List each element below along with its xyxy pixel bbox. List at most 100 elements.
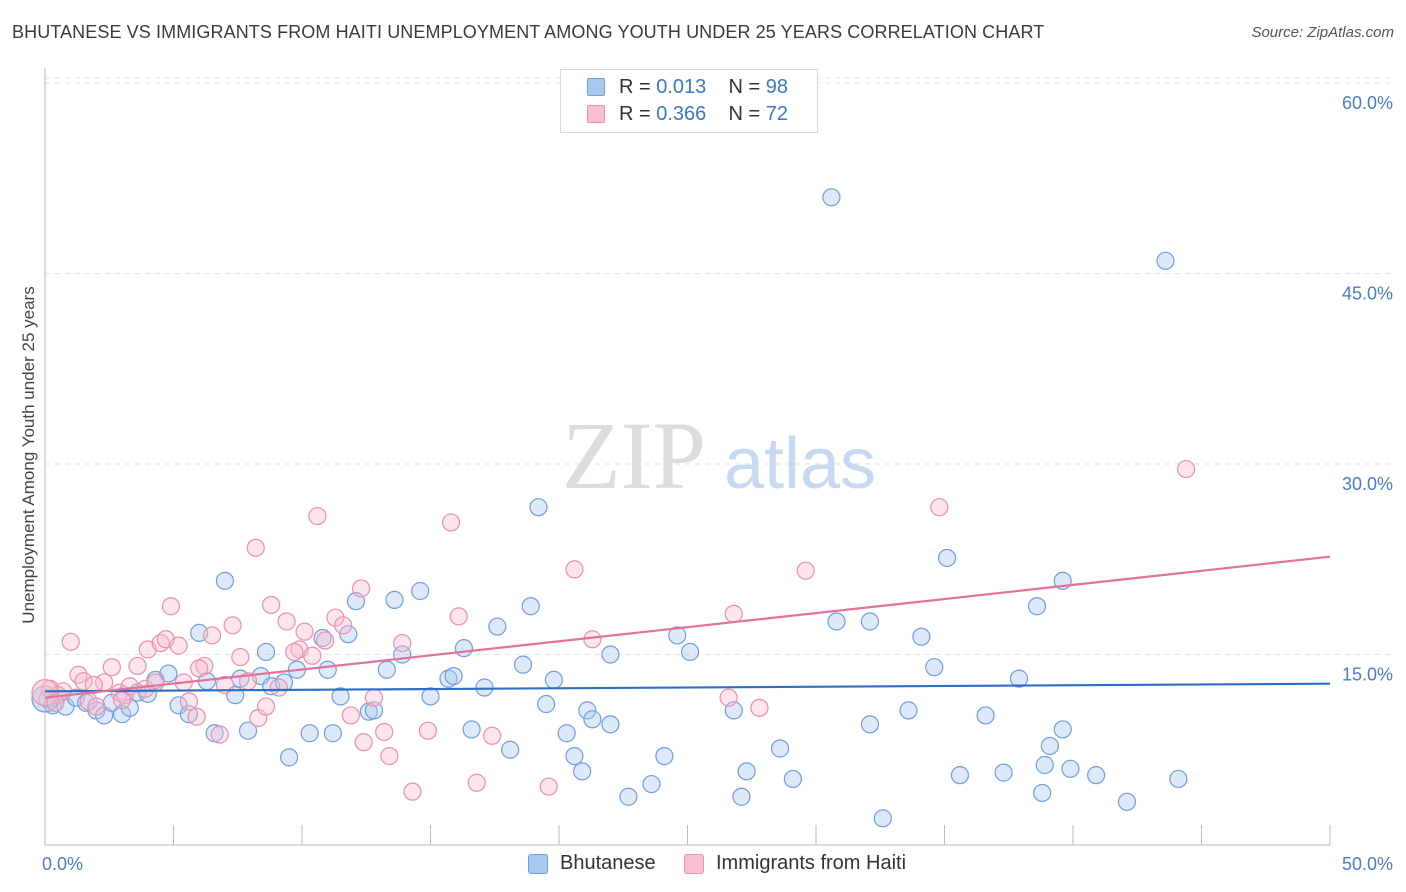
trend-lines xyxy=(44,555,1331,699)
point-bhutanese xyxy=(976,706,995,725)
point-haiti xyxy=(223,616,242,635)
point-haiti xyxy=(46,693,65,712)
point-bhutanese xyxy=(1169,769,1188,789)
point-bhutanese xyxy=(578,701,597,720)
point-bhutanese xyxy=(529,498,548,517)
point-bhutanese xyxy=(280,748,299,767)
legend-row-haiti: R = 0.366 N = 72 xyxy=(587,102,788,126)
point-haiti xyxy=(169,636,188,655)
point-bhutanese xyxy=(873,809,892,828)
point-haiti xyxy=(326,608,345,627)
n-label: N = xyxy=(728,75,761,98)
point-haiti xyxy=(277,612,296,631)
point-bhutanese xyxy=(619,787,638,806)
legend-label-haiti: Immigrants from Haiti xyxy=(716,852,907,874)
point-bhutanese xyxy=(544,670,563,690)
point-haiti xyxy=(187,707,206,726)
point-haiti xyxy=(161,597,181,616)
watermark-atlas: atlas xyxy=(724,424,876,504)
watermark: ZIP atlas xyxy=(562,402,876,509)
point-haiti xyxy=(87,697,106,716)
point-bhutanese xyxy=(313,628,332,648)
point-haiti xyxy=(393,633,412,653)
y-tick-label: 45.0% xyxy=(1342,284,1393,304)
x-tick-label: 50.0% xyxy=(1342,854,1393,874)
point-bhutanese xyxy=(513,655,533,674)
x-tick-label: 0.0% xyxy=(42,854,83,874)
point-bhutanese xyxy=(994,763,1013,782)
n-value: 72 xyxy=(765,102,789,125)
legend-swatch-haiti xyxy=(684,853,704,874)
point-haiti xyxy=(930,498,949,517)
point-bhutanese xyxy=(899,701,918,720)
point-haiti xyxy=(352,579,371,598)
legend-swatch-bhutanese xyxy=(528,853,548,874)
point-bhutanese xyxy=(557,724,576,743)
point-haiti xyxy=(246,538,265,557)
point-haiti xyxy=(1176,459,1196,479)
point-bhutanese xyxy=(256,642,276,662)
point-bhutanese xyxy=(1040,736,1059,756)
point-bhutanese xyxy=(1087,766,1106,785)
series-legend: Bhutanese Immigrants from Haiti xyxy=(0,852,1406,878)
point-haiti xyxy=(269,678,288,697)
point-haiti xyxy=(102,658,121,677)
point-haiti xyxy=(316,631,335,650)
point-haiti xyxy=(364,688,384,707)
point-haiti xyxy=(84,675,103,695)
point-bhutanese xyxy=(1061,759,1080,778)
grid-lines xyxy=(45,77,1392,655)
point-haiti xyxy=(210,725,229,744)
legend-label-bhutanese: Bhutanese xyxy=(560,852,656,874)
point-bhutanese xyxy=(339,625,358,644)
point-bhutanese xyxy=(601,645,620,664)
point-bhutanese xyxy=(159,664,178,683)
watermark-zip: ZIP xyxy=(562,402,706,509)
point-bhutanese xyxy=(331,687,350,706)
point-bhutanese xyxy=(318,660,337,679)
point-haiti xyxy=(719,688,738,707)
point-haiti xyxy=(295,622,314,641)
point-bhutanese xyxy=(364,701,384,720)
legend-swatch-haiti xyxy=(587,105,605,123)
point-haiti xyxy=(341,706,360,725)
point-haiti xyxy=(418,721,438,740)
point-haiti xyxy=(449,607,468,626)
legend-item-bhutanese: Bhutanese xyxy=(528,852,656,875)
point-bhutanese xyxy=(680,642,700,662)
point-bhutanese xyxy=(937,548,957,568)
point-bhutanese xyxy=(215,571,234,590)
point-bhutanese xyxy=(912,627,931,646)
r-value: 0.366 xyxy=(656,102,707,125)
point-bhutanese xyxy=(642,774,661,794)
point-bhutanese xyxy=(860,715,880,734)
axes xyxy=(44,68,1331,846)
point-bhutanese xyxy=(925,658,944,677)
point-bhutanese xyxy=(323,724,342,743)
legend-item-haiti: Immigrants from Haiti xyxy=(684,852,906,875)
legend-row-bhutanese: R = 0.013 N = 98 xyxy=(587,75,788,99)
point-haiti xyxy=(195,656,214,676)
point-bhutanese xyxy=(1033,783,1052,803)
point-haiti xyxy=(112,691,132,710)
point-haiti xyxy=(403,782,422,801)
point-bhutanese xyxy=(411,581,430,601)
point-bhutanese xyxy=(950,766,970,785)
point-bhutanese xyxy=(583,710,602,729)
point-haiti xyxy=(146,673,165,692)
point-haiti xyxy=(190,659,209,678)
point-bhutanese xyxy=(1053,720,1072,739)
point-haiti xyxy=(750,698,769,717)
point-bhutanese xyxy=(565,746,584,766)
point-bhutanese xyxy=(1156,251,1175,270)
point-bhutanese xyxy=(860,612,880,631)
point-bhutanese xyxy=(827,612,846,631)
point-bhutanese xyxy=(421,687,440,706)
point-bhutanese xyxy=(444,666,463,686)
point-haiti xyxy=(231,647,250,667)
n-label: N = xyxy=(728,102,761,125)
r-label: R = xyxy=(619,75,651,98)
n-value: 98 xyxy=(765,75,789,98)
point-bhutanese xyxy=(732,787,751,806)
trend-line-haiti xyxy=(44,555,1331,699)
